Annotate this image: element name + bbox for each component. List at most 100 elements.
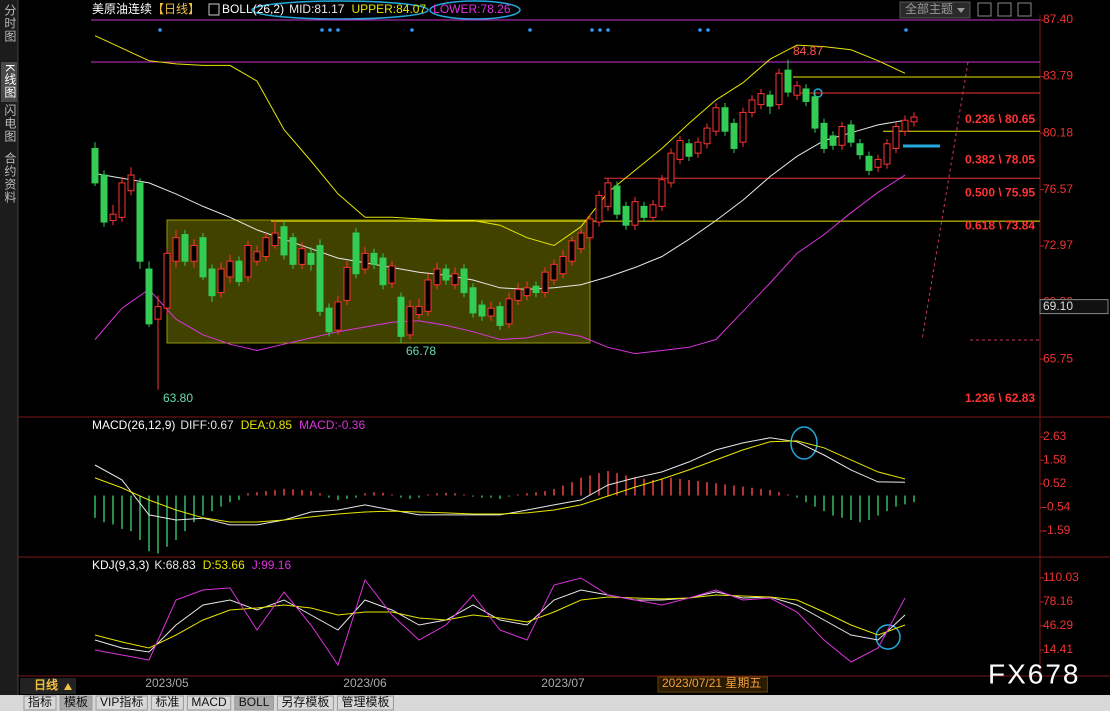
candle-body (487, 307, 495, 317)
sidebar-tab[interactable]: 分时图 (3, 4, 17, 43)
candle-body (289, 237, 297, 265)
bottom-tab-label[interactable]: VIP指标 (100, 694, 143, 709)
candle-body (892, 126, 900, 149)
candle-body (307, 252, 315, 265)
bottom-tab-label[interactable]: MACD (191, 695, 227, 709)
period-box[interactable] (20, 678, 76, 694)
candle-body (415, 306, 423, 315)
sidebar-tab[interactable]: K线图 (3, 64, 17, 99)
bottom-tab-label[interactable]: 另存模板 (281, 695, 329, 709)
highlight-ellipse (429, 0, 521, 20)
sidebar-tab[interactable]: 合约资料 (3, 151, 17, 204)
candle-body (370, 252, 378, 265)
candle-body (730, 122, 738, 149)
y-tick-label: -0.54 (1043, 500, 1071, 514)
candle-body (856, 143, 864, 156)
tool-icon[interactable] (997, 2, 1012, 17)
dropdown-arrow (957, 8, 965, 13)
candle-body (442, 268, 450, 281)
candle-body (838, 126, 846, 146)
bottom-tab[interactable] (150, 695, 184, 711)
period-label[interactable]: 日线 (34, 677, 58, 692)
tool-icon[interactable] (977, 2, 992, 17)
theme-button[interactable] (899, 1, 971, 19)
candle-body (181, 234, 189, 262)
bottom-tab[interactable] (336, 695, 394, 711)
indicator-line (94, 594, 906, 649)
candle-body (658, 179, 666, 207)
candle-body (811, 96, 819, 129)
x-tick-label: 2023/05 (145, 676, 189, 690)
candle-body (514, 288, 522, 301)
bottom-tab-label[interactable]: 模板 (64, 695, 88, 709)
candle-body (775, 72, 783, 106)
candle-body (604, 182, 612, 207)
candle-body (136, 182, 144, 262)
y-tick-label: 80.18 (1043, 125, 1073, 139)
indicator-label: BOLL(26,2) (222, 2, 284, 16)
candle-body (451, 273, 459, 286)
chart-title: MACD(26,12,9) (92, 418, 175, 432)
bottom-tab-label[interactable]: 标准 (155, 695, 179, 709)
candle-body (424, 279, 432, 312)
bottom-tab-label[interactable]: BOLL (239, 695, 270, 709)
candle-body (397, 296, 405, 337)
current-price-box (1039, 299, 1109, 315)
candle-body (271, 232, 279, 247)
candle-body (190, 245, 198, 262)
y-tick-label: 87.40 (1043, 12, 1073, 26)
indicator-icon[interactable] (208, 3, 220, 16)
x-tick-label: 2023/07 (541, 676, 585, 690)
bottom-tab[interactable] (59, 695, 93, 711)
theme-button-label[interactable]: 全部主题 (905, 1, 953, 16)
candle-body (154, 306, 162, 320)
bottom-tab[interactable] (234, 695, 274, 711)
candle-body (505, 298, 513, 325)
candle-body (748, 99, 756, 113)
candle-body (127, 174, 135, 192)
bottom-tab-label[interactable]: 管理模板 (341, 694, 389, 709)
projection-line (921, 61, 969, 341)
indicator-line (94, 437, 906, 526)
bottom-tab[interactable] (23, 695, 57, 711)
fib-label: 1.236 \ 62.83 (965, 391, 1035, 405)
candle-body (478, 304, 486, 317)
fib-label: 0.500 \ 75.95 (965, 186, 1035, 200)
bottom-tab-label[interactable]: 指标 (28, 694, 52, 709)
candle-body (721, 107, 729, 132)
cursor-date-box (657, 676, 768, 693)
y-tick-label: 110.03 (1043, 570, 1079, 584)
candle-body (118, 182, 126, 218)
y-tick-label: 65.75 (1043, 351, 1073, 365)
candle-body (676, 140, 684, 160)
y-tick-label: 2.63 (1043, 429, 1067, 443)
tool-icon[interactable] (1017, 2, 1032, 17)
candle-body (172, 237, 180, 262)
indicator-line (94, 440, 906, 523)
candle-body (379, 257, 387, 286)
bottom-tab[interactable] (276, 695, 334, 711)
candle-body (550, 263, 558, 281)
candle-body (568, 240, 576, 262)
candle-body (343, 266, 351, 301)
candle-body (757, 93, 765, 106)
candle-body (820, 122, 828, 149)
candle-body (325, 307, 333, 333)
candle-body (640, 205, 648, 218)
sidebar (0, 0, 18, 695)
candle-body (145, 268, 153, 325)
bottom-tab[interactable] (186, 695, 232, 711)
sidebar-tab[interactable]: 闪电图 (3, 104, 17, 143)
candle-body (541, 271, 549, 294)
candle-body (523, 287, 531, 297)
y-tick-label: -1.59 (1043, 523, 1071, 537)
candle-body (622, 205, 630, 226)
candle-body (460, 268, 468, 294)
y-tick-label: 0.52 (1043, 476, 1067, 490)
legend-entry: DEA:0.85 (241, 418, 293, 432)
candle-body (793, 85, 801, 96)
candle-body (784, 69, 792, 93)
bottom-tab[interactable] (95, 695, 148, 711)
candle-body (802, 88, 810, 102)
